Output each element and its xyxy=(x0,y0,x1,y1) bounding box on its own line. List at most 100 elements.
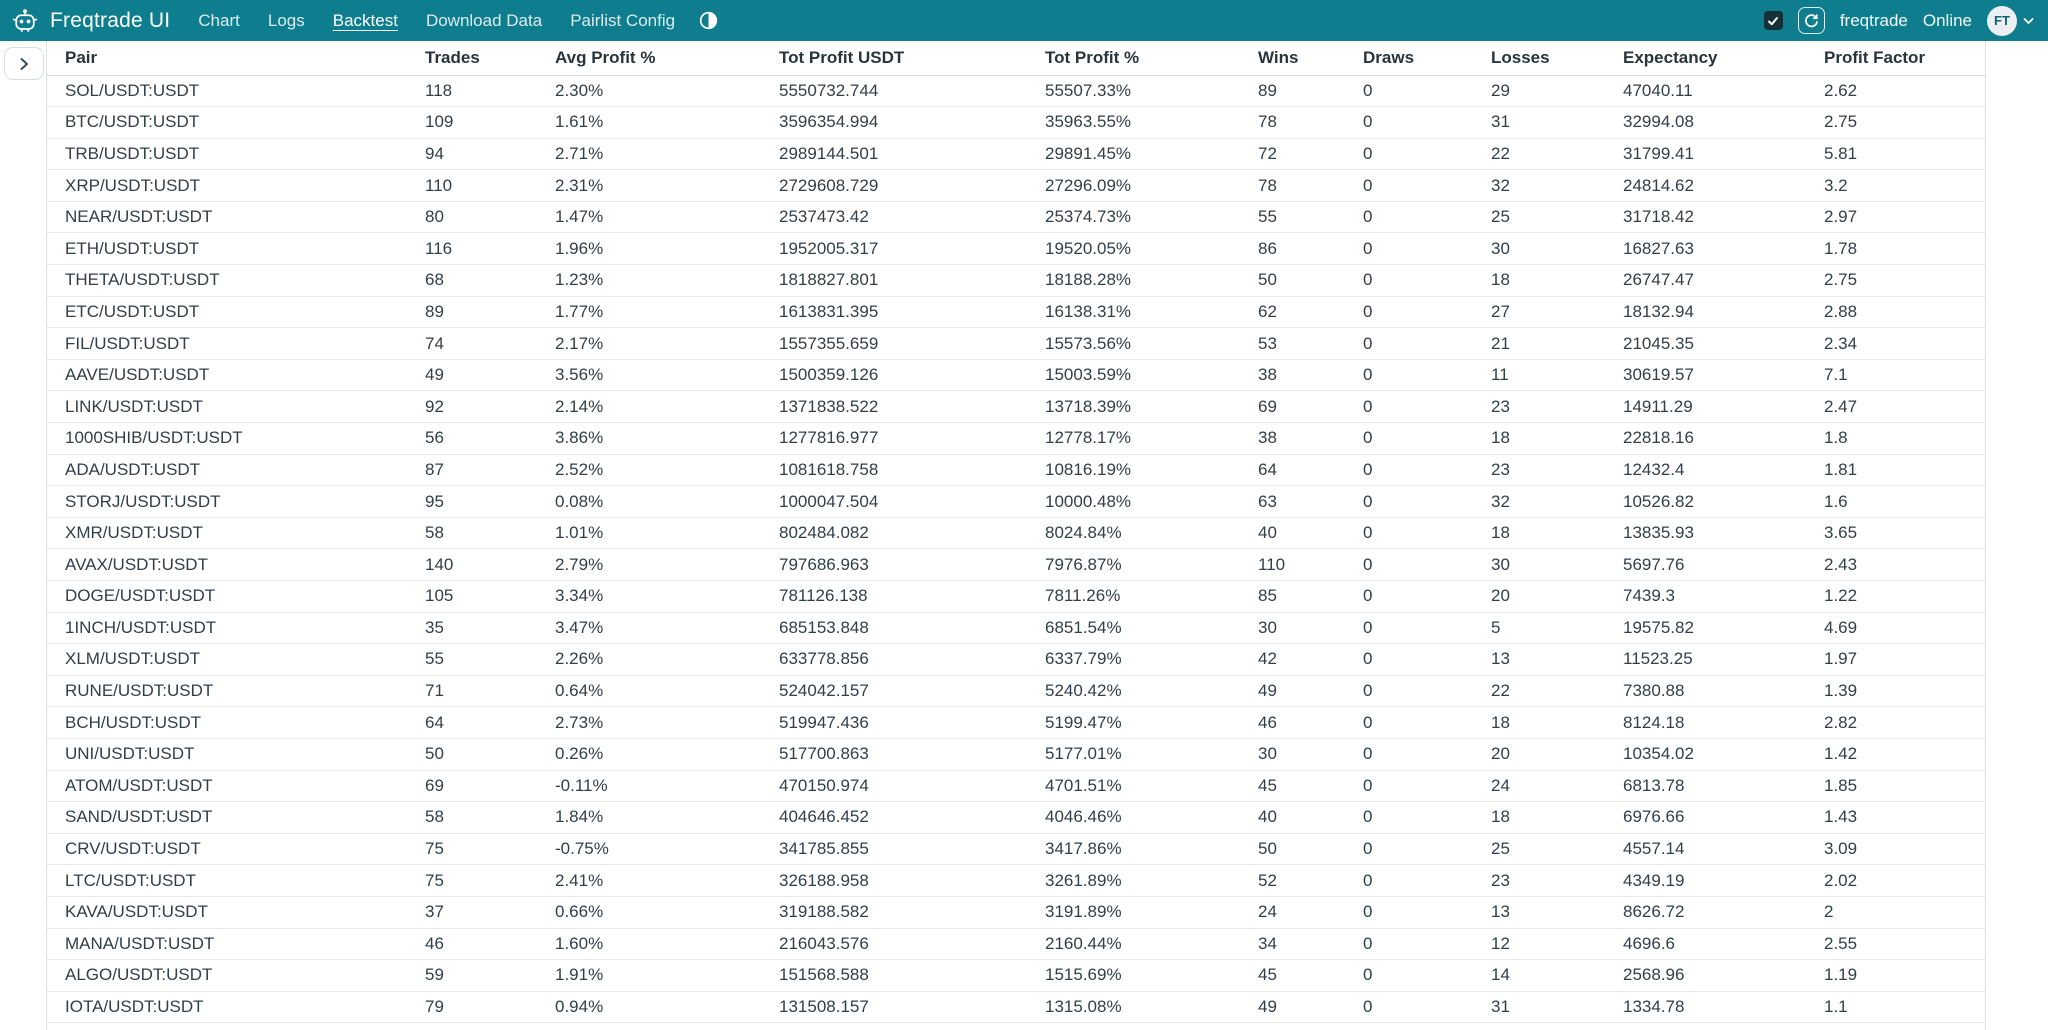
cell-trades: 74 xyxy=(407,327,537,360)
cell-avg_profit_pct: 1.96% xyxy=(537,232,761,266)
cell-profit_factor: 1.8 xyxy=(1806,422,1985,455)
cell-avg_profit_pct: 2.52% xyxy=(537,454,761,487)
cell-wins: 50 xyxy=(1240,833,1345,866)
cell-draws: 0 xyxy=(1345,106,1473,139)
table-row[interactable]: ETH/USDT:USDT 116 1.96% 1952005.317 19520.05… xyxy=(47,232,1985,266)
cell-expectancy: 21045.35 xyxy=(1605,327,1806,360)
table-row[interactable]: FIL/USDT:USDT 74 2.17% 1557355.659 15573.56%… xyxy=(47,327,1985,360)
table-row[interactable]: ETC/USDT:USDT 89 1.77% 1613831.395 16138.31%… xyxy=(47,296,1985,329)
table-row[interactable]: THETA/USDT:USDT 68 1.23% 1818827.801 18188.2… xyxy=(47,264,1985,297)
column-header-trades[interactable]: Trades xyxy=(407,41,537,76)
cell-trades: 105 xyxy=(407,580,537,613)
cell-expectancy: 31718.42 xyxy=(1605,201,1806,234)
table-header-row: Pair Trades Avg Profit % Tot Profit USDT Tot… xyxy=(47,41,1985,76)
cell-tot_profit_usdt: 802484.082 xyxy=(761,517,1027,550)
table-row[interactable]: LTC/USDT:USDT 75 2.41% 326188.958 3261.89% 52… xyxy=(47,864,1985,897)
cell-tot_profit_pct: 3261.89% xyxy=(1027,864,1240,897)
nav-link-backtest[interactable]: Backtest xyxy=(332,11,398,30)
bot-name[interactable]: freqtrade xyxy=(1839,10,1908,30)
cell-tot_profit_pct: 19520.05% xyxy=(1027,232,1240,266)
cell-draws: 0 xyxy=(1345,169,1473,202)
table-row[interactable]: CRV/USDT:USDT 75 -0.75% 341785.855 3417.86% 5… xyxy=(47,833,1985,866)
cell-profit_factor: 2.75 xyxy=(1806,264,1985,297)
column-header-expectancy[interactable]: Expectancy xyxy=(1605,41,1806,76)
table-row[interactable]: XLM/USDT:USDT 55 2.26% 633778.856 6337.79% 42… xyxy=(47,643,1985,676)
table-row[interactable]: SOL/USDT:USDT 118 2.30% 5550732.744 55507.33… xyxy=(47,75,1985,108)
table-row[interactable]: ADA/USDT:USDT 87 2.52% 1081618.758 10816.19%… xyxy=(47,454,1985,487)
column-header-pair[interactable]: Pair xyxy=(47,41,407,76)
table-row[interactable]: 1INCH/USDT:USDT 35 3.47% 685153.848 6851.54%… xyxy=(47,612,1985,645)
cell-profit_factor: 1.97 xyxy=(1806,643,1985,676)
table-row[interactable]: IOTA/USDT:USDT 79 0.94% 131508.157 1315.08% 4… xyxy=(47,991,1985,1024)
column-header-avg_profit_pct[interactable]: Avg Profit % xyxy=(537,41,761,76)
nav-link-logs[interactable]: Logs xyxy=(267,11,305,30)
cell-expectancy: 22818.16 xyxy=(1605,422,1806,455)
nav-link-chart[interactable]: Chart xyxy=(198,11,240,30)
cell-draws: 0 xyxy=(1345,580,1473,613)
column-header-tot_profit_usdt[interactable]: Tot Profit USDT xyxy=(761,41,1027,76)
avatar[interactable]: FT xyxy=(1987,5,2017,36)
table-row[interactable]: LINK/USDT:USDT 92 2.14% 1371838.522 13718.39… xyxy=(47,390,1985,424)
table-row[interactable]: 1000SHIB/USDT:USDT 56 3.86% 1277816.977 1277… xyxy=(47,422,1985,455)
cell-avg_profit_pct: 1.91% xyxy=(537,959,761,992)
cell-tot_profit_usdt: 1081618.758 xyxy=(761,454,1027,487)
nav-link-pairlist-config[interactable]: Pairlist Config xyxy=(570,11,676,30)
refresh-button[interactable] xyxy=(1797,7,1825,34)
cell-draws: 0 xyxy=(1345,706,1473,739)
cell-trades: 79 xyxy=(407,991,537,1024)
theme-toggle-button[interactable] xyxy=(689,11,728,30)
table-row[interactable]: STORJ/USDT:USDT 95 0.08% 1000047.504 10000.4… xyxy=(47,485,1985,518)
cell-profit_factor: 1.85 xyxy=(1806,770,1985,803)
sidebar-expand-button[interactable] xyxy=(4,47,44,80)
table-row[interactable]: MANA/USDT:USDT 46 1.60% 216043.576 2160.44% 3… xyxy=(47,928,1985,961)
cell-tot_profit_pct: 5199.47% xyxy=(1027,706,1240,739)
table-row[interactable]: TRB/USDT:USDT 94 2.71% 2989144.501 29891.45%… xyxy=(47,138,1985,171)
cell-draws: 0 xyxy=(1345,612,1473,645)
table-row[interactable]: NEAR/USDT:USDT 80 1.47% 2537473.42 25374.73%… xyxy=(47,201,1985,234)
column-header-wins[interactable]: Wins xyxy=(1240,41,1345,76)
table-row[interactable]: XMR/USDT:USDT 58 1.01% 802484.082 8024.84% 40… xyxy=(47,517,1985,550)
cell-wins: 110 xyxy=(1240,548,1345,581)
cell-expectancy: 32994.08 xyxy=(1605,106,1806,139)
cell-trades: 118 xyxy=(407,75,537,108)
cell-tot_profit_usdt: 326188.958 xyxy=(761,864,1027,897)
cell-avg_profit_pct: 2.30% xyxy=(537,75,761,108)
table-row[interactable]: BCH/USDT:USDT 64 2.73% 519947.436 5199.47% 46… xyxy=(47,706,1985,739)
cell-tot_profit_usdt: 5550732.744 xyxy=(761,75,1027,108)
table-row[interactable]: ATOM/USDT:USDT 69 -0.11% 470150.974 4701.51%… xyxy=(47,770,1985,803)
table-row[interactable]: KAVA/USDT:USDT 37 0.66% 319188.582 3191.89% 2… xyxy=(47,896,1985,929)
cell-losses: 14 xyxy=(1473,959,1605,992)
autorefresh-checkbox[interactable] xyxy=(1763,11,1783,30)
cell-avg_profit_pct: 0.94% xyxy=(537,991,761,1024)
table-row[interactable]: XRP/USDT:USDT 110 2.31% 2729608.729 27296.09… xyxy=(47,169,1985,202)
column-header-losses[interactable]: Losses xyxy=(1473,41,1605,76)
cell-avg_profit_pct: 2.41% xyxy=(537,864,761,897)
cell-pair: LINK/USDT:USDT xyxy=(47,390,407,424)
cell-expectancy: 30619.57 xyxy=(1605,359,1806,392)
table-row[interactable]: AAVE/USDT:USDT 49 3.56% 1500359.126 15003.59… xyxy=(47,359,1985,392)
column-header-profit_factor[interactable]: Profit Factor xyxy=(1806,41,1985,76)
cell-avg_profit_pct: 1.60% xyxy=(537,928,761,961)
cell-profit_factor: 1.43 xyxy=(1806,801,1985,834)
brand[interactable]: Freqtrade UI xyxy=(10,6,170,36)
cell-draws: 0 xyxy=(1345,991,1473,1024)
column-header-draws[interactable]: Draws xyxy=(1345,41,1473,76)
table-row[interactable]: ALGO/USDT:USDT 59 1.91% 151568.588 1515.69% 4… xyxy=(47,959,1985,992)
table-row[interactable]: DOGE/USDT:USDT 105 3.34% 781126.138 7811.26%… xyxy=(47,580,1985,613)
table-row[interactable]: BTC/USDT:USDT 109 1.61% 3596354.994 35963.55… xyxy=(47,106,1985,139)
table-row[interactable]: SAND/USDT:USDT 58 1.84% 404646.452 4046.46% 4… xyxy=(47,801,1985,834)
cell-tot_profit_pct: 18188.28% xyxy=(1027,264,1240,297)
column-header-tot_profit_pct[interactable]: Tot Profit % xyxy=(1027,41,1240,76)
table-row[interactable]: RUNE/USDT:USDT 71 0.64% 524042.157 5240.42% 4… xyxy=(47,675,1985,708)
table-row[interactable]: AVAX/USDT:USDT 140 2.79% 797686.963 7976.87%… xyxy=(47,548,1985,581)
nav-link-download-data[interactable]: Download Data xyxy=(425,11,543,30)
cell-draws: 0 xyxy=(1345,264,1473,297)
user-menu[interactable]: FT xyxy=(1987,5,2034,36)
cell-avg_profit_pct: 1.61% xyxy=(537,106,761,139)
cell-tot_profit_usdt: 1818827.801 xyxy=(761,264,1027,297)
cell-tot_profit_pct: 4046.46% xyxy=(1027,801,1240,834)
table-row[interactable]: UNI/USDT:USDT 50 0.26% 517700.863 5177.01% 30… xyxy=(47,738,1985,771)
cell-trades: 87 xyxy=(407,454,537,487)
cell-wins: 78 xyxy=(1240,169,1345,202)
cell-pair: BCH/USDT:USDT xyxy=(47,706,407,739)
